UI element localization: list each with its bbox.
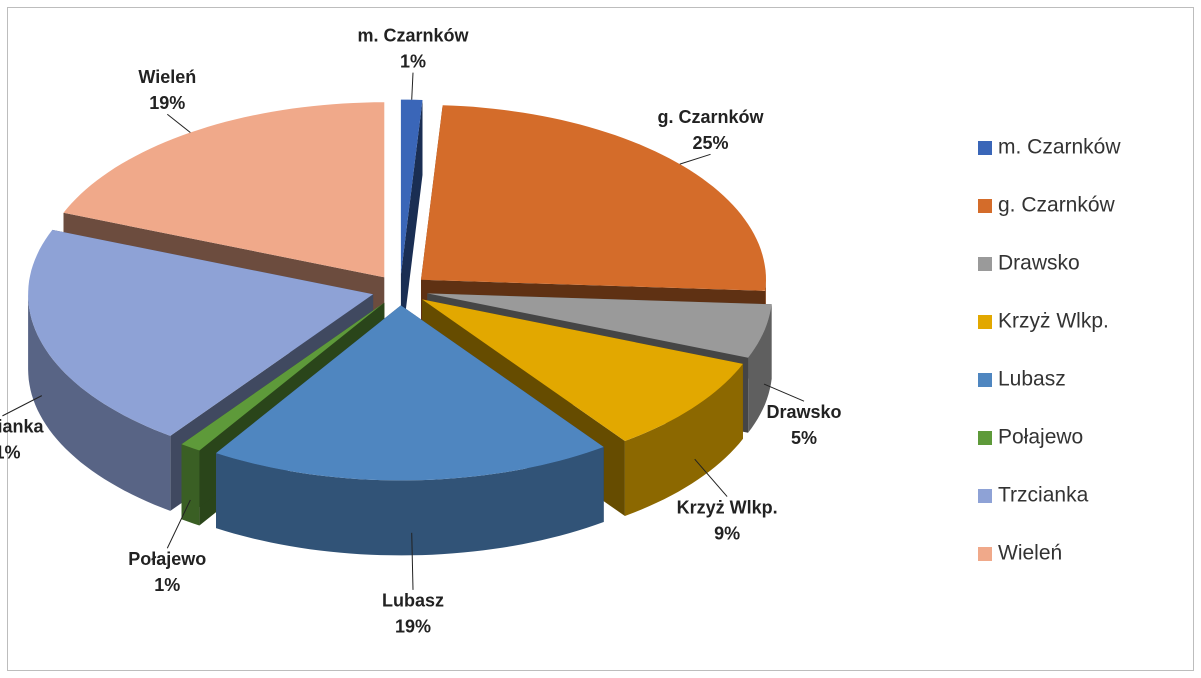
slice-side — [624, 363, 743, 516]
legend-swatch — [978, 431, 992, 445]
data-label-name: Krzyż Wlkp. — [677, 497, 778, 517]
legend-swatch — [978, 257, 992, 271]
data-label-name: m. Czarnków — [357, 25, 469, 45]
slice-side — [181, 444, 200, 526]
data-label-value: 9% — [714, 523, 740, 543]
data-label-value: 19% — [395, 617, 431, 637]
leader-line — [166, 499, 191, 549]
legend-swatch — [978, 141, 992, 155]
slice-top — [181, 302, 385, 451]
slice-top — [427, 293, 772, 358]
data-label-name: Wieleń — [138, 67, 196, 87]
slice-wall — [400, 100, 423, 350]
data-label-name: Drawsko — [767, 402, 842, 422]
data-label-value: 21% — [0, 443, 20, 463]
slice-top — [422, 299, 743, 441]
leader-line — [679, 153, 711, 165]
legend-swatch — [978, 547, 992, 561]
legend-label: Krzyż Wlkp. — [998, 310, 1109, 333]
data-label-name: Trzcianka — [0, 417, 44, 437]
legend-swatch — [978, 489, 992, 503]
leader-line — [166, 113, 191, 133]
data-label-name: Lubasz — [382, 591, 444, 611]
slice-top — [421, 105, 766, 291]
leader-line — [694, 458, 728, 497]
slice-side — [748, 304, 772, 433]
legend-label: Drawsko — [998, 252, 1080, 275]
slice — [400, 99, 423, 350]
slice-side — [216, 447, 604, 556]
legend-label: Trzcianka — [998, 484, 1089, 507]
legend-label: Połajewo — [998, 426, 1083, 449]
data-label-name: g. Czarnków — [658, 107, 765, 127]
data-label-name: Połajewo — [128, 549, 206, 569]
legend-swatch — [978, 373, 992, 387]
leader-line — [411, 72, 414, 100]
leader-line — [763, 383, 805, 402]
slice-top — [216, 305, 604, 481]
slice-side — [28, 294, 171, 511]
data-label-value: 5% — [791, 428, 817, 448]
legend-swatch — [978, 315, 992, 329]
legend-label: Wieleń — [998, 542, 1062, 565]
leader-line — [411, 532, 414, 590]
data-label-value: 1% — [154, 575, 180, 595]
slice-top — [63, 102, 385, 278]
slice-top — [28, 229, 374, 436]
legend-swatch — [978, 199, 992, 213]
slice — [216, 305, 604, 556]
slice-top — [400, 99, 423, 275]
data-label-value: 25% — [693, 133, 729, 153]
leader-line — [2, 395, 43, 417]
data-label-value: 1% — [400, 51, 426, 71]
legend-label: Lubasz — [998, 368, 1066, 391]
legend-label: m. Czarnków — [998, 136, 1121, 159]
data-label-value: 19% — [149, 93, 185, 113]
legend-label: g. Czarnków — [998, 194, 1116, 217]
